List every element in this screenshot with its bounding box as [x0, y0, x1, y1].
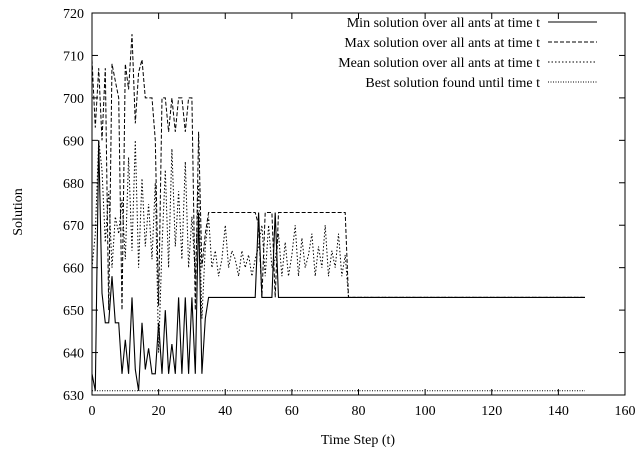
x-axis-label: Time Step (t): [321, 433, 395, 448]
legend-label: Max solution over all ants at time t: [344, 36, 540, 51]
y-tick-label: 630: [63, 389, 84, 404]
y-tick-label: 640: [63, 347, 84, 362]
y-tick-label: 690: [63, 134, 84, 149]
axes: 0 20 40 60 80 100 120 140 160 630 640 650 660 670 680 6…: [63, 7, 636, 419]
series-line-1: [91, 140, 585, 391]
y-tick-label: 670: [63, 219, 84, 234]
y-axis-label: Solution: [11, 188, 26, 235]
y-tick-label: 700: [63, 92, 84, 107]
legend-label: Min solution over all ants at time t: [347, 16, 540, 31]
y-tick-label: 710: [63, 49, 84, 64]
x-tick-label: 140: [548, 404, 569, 419]
legend-label: Mean solution over all ants at time t: [338, 56, 540, 71]
series-line-3: [91, 140, 585, 353]
legend: Min solution over all ants at time t Max …: [338, 16, 597, 91]
x-tick-label: 100: [415, 404, 436, 419]
series-lines: [91, 34, 585, 392]
x-tick-label: 40: [218, 404, 232, 419]
y-tick-label: 660: [63, 262, 84, 277]
y-tick-label: 650: [63, 304, 84, 319]
y-tick-label: 720: [63, 7, 84, 22]
legend-label: Best solution found until time t: [365, 76, 540, 91]
x-tick-label: 120: [481, 404, 502, 419]
y-tick-label: 680: [63, 177, 84, 192]
series-line-2: [91, 34, 585, 311]
x-tick-label: 20: [152, 404, 166, 419]
x-tick-label: 60: [285, 404, 299, 419]
x-tick-label: 0: [89, 404, 96, 419]
x-tick-label: 160: [615, 404, 636, 419]
x-tick-label: 80: [352, 404, 366, 419]
